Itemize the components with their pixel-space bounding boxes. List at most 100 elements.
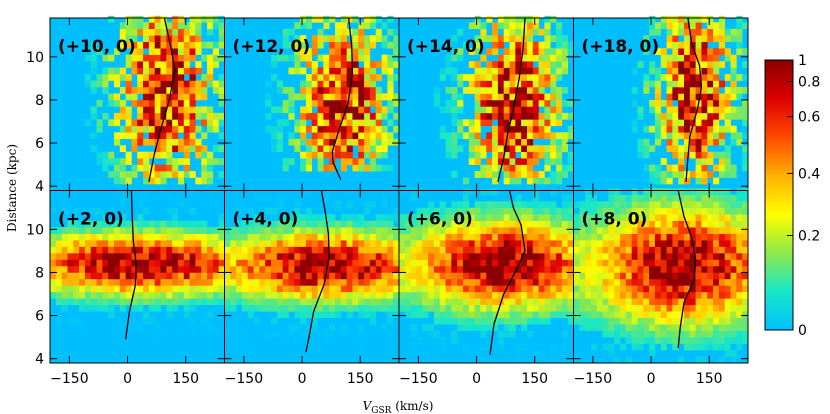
heatmap-cell [422, 311, 429, 319]
heatmap-cell [608, 304, 615, 312]
heatmap-cell [509, 145, 516, 152]
heatmap-cell [369, 220, 377, 228]
heatmap-cell [544, 164, 551, 172]
colorbar-tick-label: 0.8 [798, 75, 820, 91]
heatmap-cell [265, 80, 272, 88]
heatmap-cell [550, 233, 557, 241]
heatmap-cell [183, 119, 190, 127]
heatmap-cell [207, 356, 214, 364]
heatmap-cell [497, 272, 504, 280]
heatmap-cell [300, 304, 307, 312]
heatmap-cell [660, 119, 667, 127]
heatmap-cell [730, 324, 737, 331]
heatmap-cell [521, 311, 528, 319]
heatmap-cell [474, 106, 481, 114]
heatmap-cell [113, 119, 121, 127]
heatmap-cell [340, 138, 347, 146]
heatmap-cell [282, 54, 289, 62]
heatmap-cell [649, 67, 656, 75]
heatmap-cell [701, 285, 708, 293]
heatmap-cell [684, 125, 691, 133]
heatmap-cell [195, 337, 202, 344]
heatmap-cell [462, 188, 470, 196]
heatmap-cell [113, 291, 121, 299]
heatmap-cell [73, 253, 80, 260]
heatmap-cell [433, 285, 441, 293]
heatmap-cell [428, 304, 435, 312]
heatmap-cell [340, 28, 347, 36]
heatmap-cell [608, 214, 615, 221]
heatmap-cell [707, 220, 714, 228]
heatmap-cell [224, 194, 231, 202]
heatmap-cell [67, 259, 74, 267]
heatmap-cell [480, 330, 487, 338]
heatmap-cell [637, 253, 644, 260]
heatmap-cell [323, 54, 330, 62]
heatmap-cell [125, 87, 132, 94]
heatmap-cell [509, 171, 516, 178]
heatmap-cell [666, 87, 673, 94]
heatmap-cell [236, 291, 243, 299]
y-tick-label: 8 [35, 265, 44, 281]
heatmap-cell [666, 201, 673, 209]
heatmap-cell [660, 171, 667, 178]
heatmap-cell [335, 246, 342, 254]
heatmap-cell [672, 253, 679, 260]
heatmap-cell [457, 298, 464, 306]
x-tick-label: 150 [347, 371, 374, 387]
panel-label: (+10, 0) [58, 37, 136, 57]
heatmap-cell [288, 240, 295, 247]
heatmap-cell [497, 343, 504, 351]
heatmap-cell [497, 291, 504, 299]
heatmap-cell [428, 207, 435, 215]
heatmap-cell [387, 106, 394, 114]
heatmap-cell [335, 125, 342, 133]
heatmap-cell [125, 278, 132, 286]
heatmap-cell [294, 233, 301, 241]
heatmap-cell [305, 112, 313, 120]
heatmap-cell [596, 311, 603, 319]
heatmap-cell [61, 246, 68, 254]
heatmap-cell [730, 106, 737, 114]
heatmap-cell [143, 278, 150, 286]
heatmap-cell [468, 311, 475, 319]
heatmap-cell [515, 48, 522, 55]
heatmap-cell [294, 93, 301, 101]
heatmap-cell [137, 265, 144, 273]
heatmap-cell [352, 35, 359, 43]
heatmap-cell [369, 99, 377, 107]
heatmap-cell [177, 201, 185, 209]
heatmap-cell [305, 106, 313, 114]
heatmap-cell [492, 106, 499, 114]
heatmap-cell [497, 93, 504, 101]
heatmap-cell [369, 253, 377, 260]
heatmap-cell [718, 22, 726, 30]
heatmap-cell [113, 350, 121, 357]
heatmap-cell [113, 158, 121, 165]
heatmap-cell [445, 214, 452, 221]
heatmap-cell [340, 324, 347, 331]
heatmap-cell [160, 240, 167, 247]
heatmap-cell [439, 298, 446, 306]
heatmap-cell [393, 278, 400, 286]
heatmap-cell [335, 138, 342, 146]
heatmap-cell [556, 35, 563, 43]
heatmap-cell [503, 145, 510, 152]
heatmap-cell [387, 41, 394, 49]
heatmap-cell [143, 171, 150, 178]
heatmap-cell [439, 356, 446, 364]
heatmap-cell [521, 233, 528, 241]
heatmap-cell [550, 112, 557, 120]
heatmap-cell [311, 61, 318, 68]
heatmap-cell [358, 291, 365, 299]
heatmap-cell [585, 227, 592, 234]
heatmap-cell [521, 227, 528, 234]
heatmap-cell [445, 207, 452, 215]
heatmap-cell [154, 22, 161, 30]
heatmap-cell [189, 291, 196, 299]
heatmap-cell [288, 259, 295, 267]
heatmap-cell [230, 272, 237, 280]
heatmap-cell [154, 220, 161, 228]
heatmap-cell [61, 207, 68, 215]
heatmap-cell [154, 177, 161, 185]
